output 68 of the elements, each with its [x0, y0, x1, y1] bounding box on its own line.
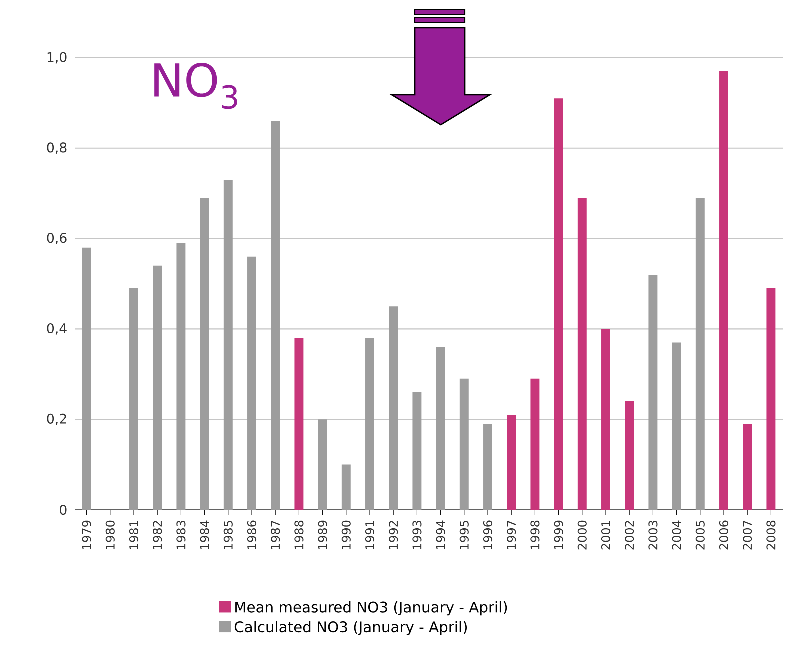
x-tick-label: 1986 [247, 520, 257, 550]
y-tick-label: 0,6 [47, 233, 67, 245]
bar [153, 266, 162, 510]
x-tick-label: 2003 [648, 521, 658, 550]
x-tick-label: 2007 [743, 521, 752, 550]
legend-label: Calculated NO3 (January - April) [234, 621, 468, 636]
x-tick-label: 1988 [294, 520, 304, 550]
x-tick-label: 1993 [412, 521, 422, 550]
bar [200, 198, 210, 510]
bar [602, 329, 610, 510]
x-tick-label: 1982 [153, 521, 162, 550]
x-tick-label: 1995 [460, 521, 469, 550]
bar [578, 198, 587, 510]
y-tick-label: 0,2 [47, 414, 66, 426]
bar [648, 274, 658, 510]
x-tick-label: 2004 [672, 520, 682, 550]
x-tick-label: 1979 [82, 520, 92, 550]
bar [130, 288, 138, 510]
bar [294, 338, 304, 510]
bar [625, 402, 634, 510]
y-tick-label: 1,0 [48, 52, 67, 64]
x-tick-label: 1980 [106, 520, 115, 550]
bar [318, 420, 328, 510]
bar [82, 248, 92, 510]
x-tick-label: 1983 [176, 521, 186, 550]
x-tick-label: 1989 [318, 520, 328, 550]
x-tick-label: 1987 [271, 521, 280, 550]
x-tick-label: 1996 [483, 520, 493, 550]
bar [507, 415, 516, 510]
x-tick-label: 1981 [129, 521, 139, 550]
y-tick-label: 0,4 [47, 323, 67, 335]
bar [271, 121, 280, 510]
bar [484, 424, 492, 510]
x-tick-label: 1992 [389, 521, 398, 550]
bar [672, 342, 682, 510]
bar [460, 378, 469, 510]
bar [412, 392, 422, 510]
x-tick-label: 2008 [766, 520, 776, 550]
x-tick-label: 1991 [365, 521, 375, 550]
x-tick-label: 2002 [625, 521, 634, 550]
bar [436, 347, 446, 510]
x-tick-label: 1984 [200, 520, 210, 550]
bar [743, 424, 752, 510]
x-tick-label: 1990 [342, 520, 351, 550]
x-tick-label: 1999 [554, 520, 564, 550]
bar [176, 243, 186, 510]
x-tick-label: 2006 [719, 520, 729, 550]
x-tick-label: 2000 [578, 520, 587, 550]
x-tick-label: 1994 [436, 520, 446, 550]
bar [389, 306, 398, 510]
x-tick-label: 1998 [530, 520, 540, 550]
legend-label: Mean measured NO3 (January - April) [236, 601, 508, 616]
bar [766, 288, 776, 510]
y-tick-label: 0 [60, 504, 67, 516]
x-tick-label: 2005 [696, 521, 705, 550]
bar [554, 98, 564, 510]
x-tick-label: 2001 [601, 521, 611, 550]
x-tick-label: 1997 [507, 521, 516, 550]
bar [224, 180, 233, 510]
chart-title: NO$_{3}$ [154, 63, 238, 110]
bar [366, 338, 374, 510]
bar [530, 378, 540, 510]
y-tick-label: 0,8 [47, 142, 67, 154]
bar [720, 72, 728, 510]
bar [248, 256, 256, 510]
bar [342, 464, 351, 510]
x-tick-label: 1985 [224, 521, 233, 550]
bar [696, 198, 705, 510]
